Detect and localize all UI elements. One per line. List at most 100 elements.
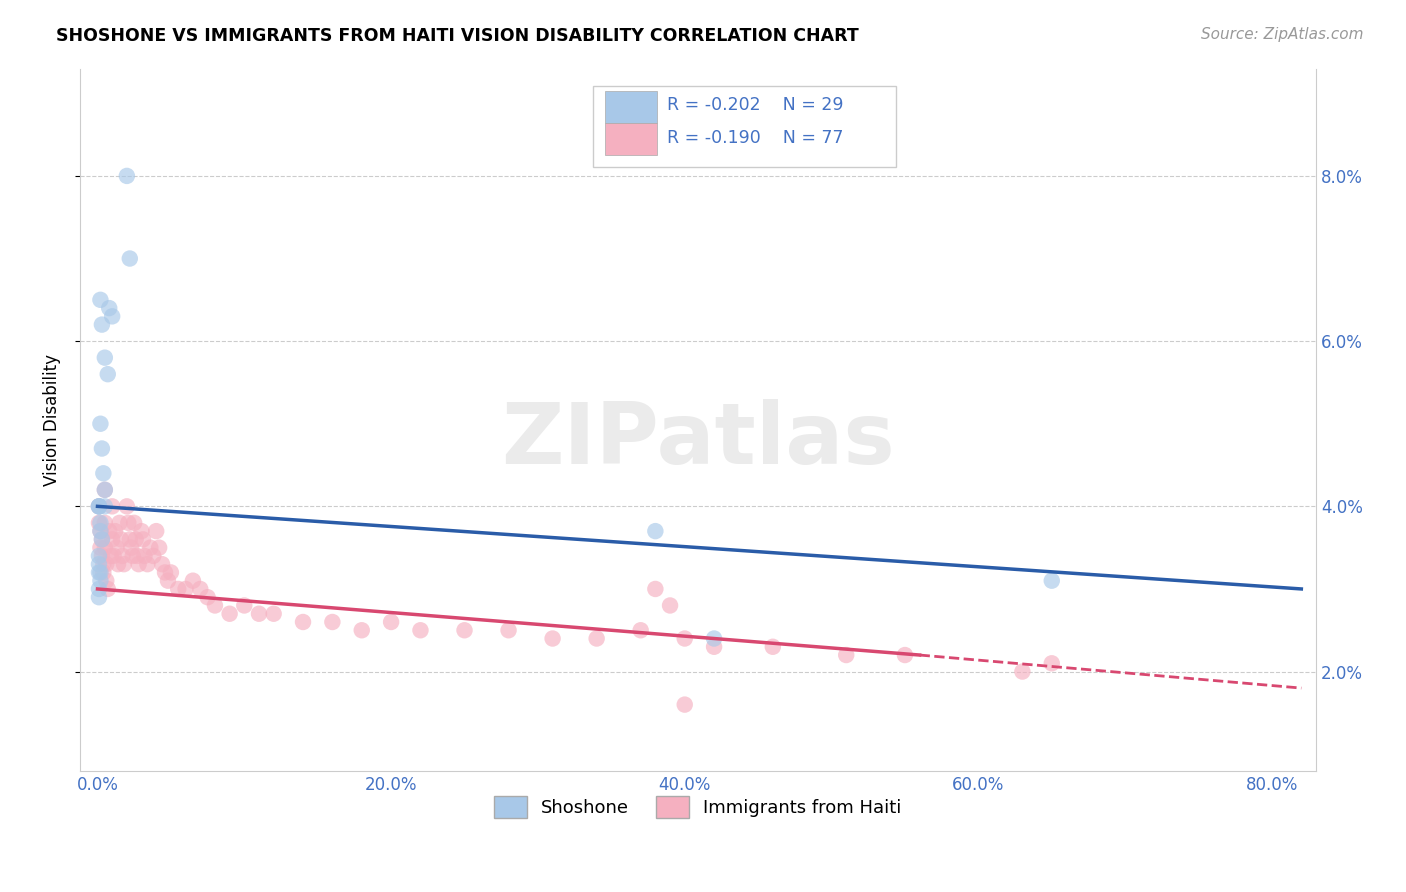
Point xyxy=(97,367,120,381)
Point xyxy=(1040,657,1063,671)
Point xyxy=(87,557,110,571)
Point xyxy=(90,549,112,563)
Point xyxy=(110,533,132,547)
Text: SHOSHONE VS IMMIGRANTS FROM HAITI VISION DISABILITY CORRELATION CHART: SHOSHONE VS IMMIGRANTS FROM HAITI VISION… xyxy=(56,27,859,45)
FancyBboxPatch shape xyxy=(593,86,896,167)
Point xyxy=(101,310,124,324)
Point xyxy=(87,591,110,605)
Point xyxy=(94,483,117,497)
Point xyxy=(894,648,917,662)
Point xyxy=(94,483,117,497)
Point xyxy=(132,533,155,547)
Point xyxy=(134,549,156,563)
Point xyxy=(112,557,135,571)
Point xyxy=(104,524,127,538)
Point xyxy=(118,533,141,547)
Point xyxy=(148,541,170,555)
Point xyxy=(90,533,112,547)
Point xyxy=(181,574,204,588)
Point xyxy=(94,541,117,555)
Point xyxy=(350,624,373,638)
Point xyxy=(89,574,111,588)
Point xyxy=(87,500,110,514)
Point xyxy=(103,549,125,563)
Point xyxy=(87,582,110,596)
Point xyxy=(128,557,150,571)
Point xyxy=(87,516,110,530)
Point xyxy=(101,500,124,514)
Point xyxy=(139,541,162,555)
Point xyxy=(89,417,111,431)
Point xyxy=(218,607,240,621)
Point xyxy=(673,632,696,646)
Point xyxy=(97,582,120,596)
Point xyxy=(98,301,121,315)
Point xyxy=(124,533,146,547)
Point xyxy=(197,591,219,605)
Point xyxy=(136,557,159,571)
Point xyxy=(659,599,682,613)
Point xyxy=(89,516,111,530)
Point xyxy=(90,533,112,547)
Point xyxy=(107,557,129,571)
Point xyxy=(89,524,111,538)
Point xyxy=(96,557,118,571)
Point xyxy=(121,549,143,563)
Point xyxy=(644,582,666,596)
Point xyxy=(87,500,110,514)
Point xyxy=(263,607,285,621)
Point xyxy=(94,516,117,530)
Point xyxy=(150,557,173,571)
Point xyxy=(204,599,226,613)
Y-axis label: Vision Disability: Vision Disability xyxy=(44,353,60,485)
Point xyxy=(111,549,134,563)
Point xyxy=(153,566,176,580)
Point xyxy=(673,698,696,712)
Point xyxy=(453,624,475,638)
Legend: Shoshone, Immigrants from Haiti: Shoshone, Immigrants from Haiti xyxy=(486,789,908,825)
Point xyxy=(156,574,179,588)
Point xyxy=(87,500,110,514)
Point xyxy=(762,640,785,654)
FancyBboxPatch shape xyxy=(605,122,657,155)
Point xyxy=(630,624,652,638)
Point xyxy=(233,599,256,613)
Point xyxy=(89,293,111,307)
Point xyxy=(1040,574,1063,588)
Point xyxy=(1011,665,1033,679)
Point xyxy=(87,549,110,563)
Point xyxy=(87,500,110,514)
Text: Source: ZipAtlas.com: Source: ZipAtlas.com xyxy=(1201,27,1364,42)
Point xyxy=(93,557,115,571)
Point xyxy=(644,524,666,538)
Point xyxy=(89,566,111,580)
Point xyxy=(94,351,117,365)
Point xyxy=(585,632,607,646)
Point xyxy=(115,500,138,514)
Point xyxy=(835,648,858,662)
Text: R = -0.202    N = 29: R = -0.202 N = 29 xyxy=(666,96,844,114)
Point xyxy=(703,632,725,646)
Point xyxy=(174,582,197,596)
Point xyxy=(409,624,432,638)
Point xyxy=(188,582,211,596)
Point xyxy=(380,615,402,629)
Point xyxy=(127,549,149,563)
Point xyxy=(93,566,115,580)
Point xyxy=(247,607,270,621)
Point xyxy=(87,566,110,580)
Point xyxy=(89,524,111,538)
Point xyxy=(96,574,118,588)
Point xyxy=(94,500,117,514)
Point xyxy=(115,169,138,183)
Point xyxy=(167,582,190,596)
Point xyxy=(541,632,564,646)
Text: R = -0.190    N = 77: R = -0.190 N = 77 xyxy=(666,129,844,147)
Point xyxy=(292,615,315,629)
Point xyxy=(120,541,142,555)
Point xyxy=(90,318,112,332)
Point xyxy=(118,252,141,266)
Point xyxy=(89,541,111,555)
Point xyxy=(105,541,128,555)
Point xyxy=(93,467,115,481)
